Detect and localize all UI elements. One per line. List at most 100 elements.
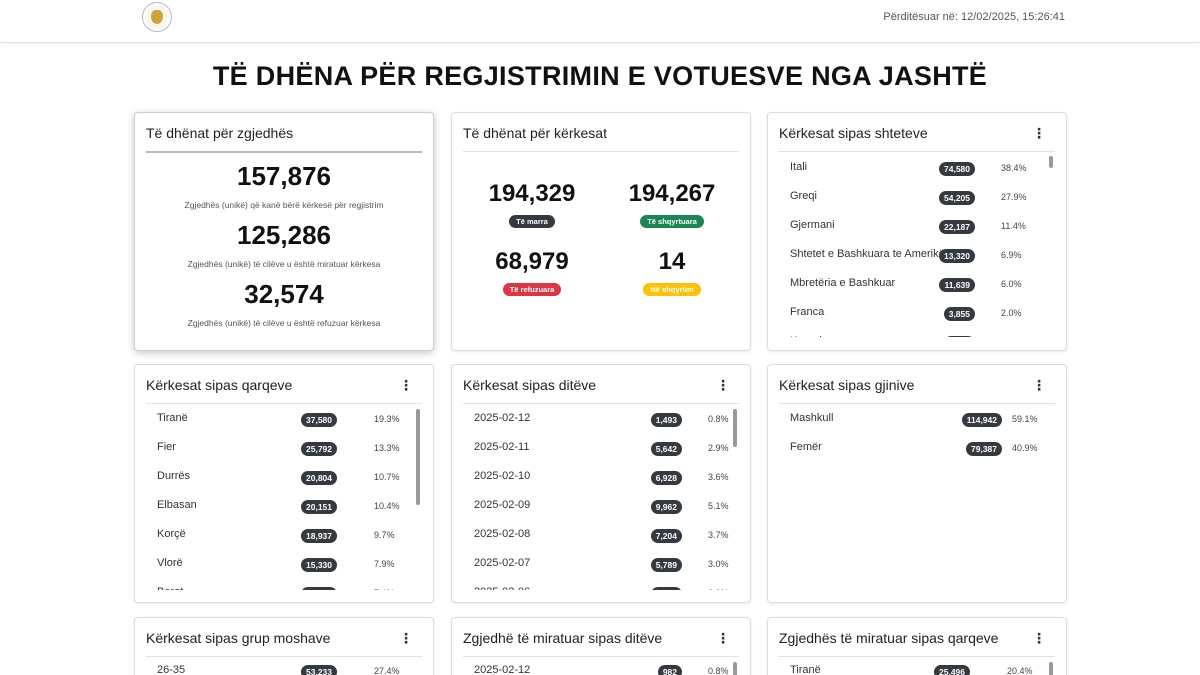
percentage-text: 3.0% (708, 559, 729, 569)
page-title: TË DHËNA PËR REGJISTRIMIN E VOTUESVE NGA… (212, 61, 988, 91)
list-item[interactable]: 2025-02-10 6,928 3.6% (463, 467, 739, 487)
list-item[interactable]: 26-35 53,233 27.4% (146, 661, 422, 675)
card-title: Zgjedhë të miratuar sipas ditëve (463, 630, 663, 646)
scrollbar[interactable] (1049, 153, 1053, 338)
approved-day-list[interactable]: 2025-02-12 982 0.8% (463, 658, 739, 675)
list-item[interactable]: 2025-02-12 1,493 0.8% (463, 409, 739, 429)
more-options-icon[interactable]: ⋮ (1032, 630, 1046, 646)
approved-by-day-card: Zgjedhë të miratuar sipas ditëve ⋮ 2025-… (451, 617, 751, 675)
more-options-icon[interactable]: ⋮ (716, 630, 730, 646)
percentage-text: 2.0% (1001, 308, 1022, 318)
list-item[interactable]: 2025-02-12 982 0.8% (463, 661, 739, 675)
list-item[interactable]: 2025-02-06 5,813 3.0% (463, 583, 739, 590)
list-item[interactable]: Vlorë 15,330 7.9% (146, 554, 422, 574)
list-item-label: Korçë (157, 528, 186, 540)
percentage-text: 3.6% (708, 472, 729, 482)
list-item[interactable]: Shtetet e Bashkuara te Amerikës 13,320 6.9… (779, 245, 1055, 265)
more-options-icon[interactable]: ⋮ (399, 377, 413, 393)
scrollbar[interactable] (416, 407, 420, 591)
divider (146, 403, 422, 404)
top-bar: Përditësuar në: 12/02/2025, 15:26:41 (0, 0, 1200, 43)
scrollbar[interactable] (733, 660, 737, 675)
count-badge: 5,642 (650, 442, 682, 456)
list-item[interactable]: 2025-02-07 5,789 3.0% (463, 554, 739, 574)
approved-district-list[interactable]: Tiranë 25,496 20.4% (779, 658, 1055, 675)
percentage-text: 0.8% (708, 666, 729, 675)
count-badge: 25,792 (301, 442, 337, 456)
list-item[interactable]: Itali 74,580 38.4% (779, 158, 1055, 178)
cec-logo-icon (142, 2, 172, 32)
more-options-icon[interactable]: ⋮ (399, 630, 413, 646)
scrollbar-thumb[interactable] (416, 409, 420, 505)
gender-list[interactable]: Mashkull 114,942 59.1% Femër 79,387 40.9% (779, 405, 1055, 590)
list-item-label: 26-35 (157, 664, 186, 675)
list-item[interactable]: Durrës 20,804 10.7% (146, 467, 422, 487)
more-options-icon[interactable]: ⋮ (1032, 125, 1046, 141)
list-item-label: 2025-02-12 (474, 664, 531, 675)
scrollbar[interactable] (1049, 660, 1053, 675)
list-item-label: 2025-02-07 (474, 557, 531, 569)
list-item-label: Tiranë (157, 412, 188, 424)
list-item-label: Vlorë (157, 557, 183, 569)
scrollbar[interactable] (733, 407, 737, 591)
list-item-label: Gjermani (790, 219, 835, 231)
list-item-label: Kanada (790, 335, 828, 337)
list-item[interactable]: Franca 3,855 2.0% (779, 303, 1055, 323)
list-item[interactable]: Tiranë 25,496 20.4% (779, 661, 1055, 675)
received-badge: Të marra (509, 215, 555, 228)
list-item[interactable]: Femër 79,387 40.9% (779, 438, 1055, 458)
count-badge: 6,928 (650, 471, 682, 485)
list-item[interactable]: Mashkull 114,942 59.1% (779, 409, 1055, 429)
count-badge: 20,804 (301, 471, 337, 485)
percentage-text: 7.9% (374, 559, 395, 569)
list-item[interactable]: Fier 25,792 13.3% (146, 438, 422, 458)
list-item[interactable]: 2025-02-08 7,204 3.7% (463, 525, 739, 545)
count-badge: 7,204 (650, 529, 682, 543)
list-item-label: 2025-02-09 (474, 499, 531, 511)
scrollbar-thumb[interactable] (1049, 156, 1053, 168)
scrollbar-thumb[interactable] (733, 409, 737, 447)
pending-count: 14 (658, 248, 686, 275)
rejected-voters-caption: Zgjedhës (unikë) të cilëve u është refuz… (187, 318, 381, 328)
list-item[interactable]: Berat 14,420 7.4% (146, 583, 422, 590)
percentage-text: 6.0% (1001, 279, 1022, 289)
list-item[interactable]: Mbretëria e Bashkuar 11,639 6.0% (779, 274, 1055, 294)
scrollbar-thumb[interactable] (1049, 662, 1053, 675)
card-title: Kërkesat sipas qarqeve (146, 377, 293, 393)
list-item-label: Mbretëria e Bashkuar (790, 277, 896, 289)
card-title: Kërkesat sipas shteteve (779, 125, 928, 141)
list-item[interactable]: Elbasan 20,151 10.4% (146, 496, 422, 516)
last-updated-text: Përditësuar në: 12/02/2025, 15:26:41 (883, 11, 1065, 23)
more-options-icon[interactable]: ⋮ (716, 377, 730, 393)
reviewed-badge: Të shqyrtuara (640, 215, 704, 228)
scrollbar-thumb[interactable] (733, 662, 737, 675)
country-list[interactable]: Itali 74,580 38.4% Greqi 54,205 27.9% Gjermani… (779, 153, 1055, 337)
approved-voters-caption: Zgjedhës (unikë) të cilëve u është mirat… (187, 259, 381, 269)
requests-by-day-card: Kërkesat sipas ditëve ⋮ 2025-02-12 1,493 0… (451, 364, 751, 603)
pending-badge: Në shqyrtim (643, 283, 701, 296)
requests-by-district-card: Kërkesat sipas qarqeve ⋮ Tiranë 37,580 19.… (134, 364, 434, 603)
pending-stat: 14 Në shqyrtim (612, 248, 732, 297)
percentage-text: 10.7% (374, 472, 400, 482)
age-group-list[interactable]: 26-35 53,233 27.4% (146, 658, 422, 675)
count-badge: 5,789 (650, 558, 682, 572)
count-badge: 79,387 (966, 442, 1002, 456)
rejected-voters-count: 32,574 (244, 279, 324, 309)
list-item[interactable]: Greqi 54,205 27.9% (779, 187, 1055, 207)
list-item[interactable]: 2025-02-11 5,642 2.9% (463, 438, 739, 458)
count-badge: 3,855 (943, 307, 975, 321)
divider (463, 151, 739, 152)
more-options-icon[interactable]: ⋮ (1032, 377, 1046, 393)
list-item-label: Itali (790, 161, 808, 173)
list-item[interactable]: Tiranë 37,580 19.3% (146, 409, 422, 429)
list-item[interactable]: Kanada2,3551.2% (779, 332, 1055, 337)
list-item[interactable]: Korçë 18,937 9.7% (146, 525, 422, 545)
list-item[interactable]: 2025-02-09 9,962 5.1% (463, 496, 739, 516)
district-list[interactable]: Tiranë 37,580 19.3% Fier 25,792 13.3% Durrës 20… (146, 405, 422, 590)
list-item[interactable]: Gjermani 22,187 11.4% (779, 216, 1055, 236)
count-badge: 9,962 (650, 500, 682, 514)
percentage-text: 10.4% (374, 501, 400, 511)
count-badge: 18,937 (301, 529, 337, 543)
day-list[interactable]: 2025-02-12 1,493 0.8% 2025-02-11 5,642 2.9% 20… (463, 405, 739, 590)
count-badge: 54,205 (939, 191, 975, 205)
